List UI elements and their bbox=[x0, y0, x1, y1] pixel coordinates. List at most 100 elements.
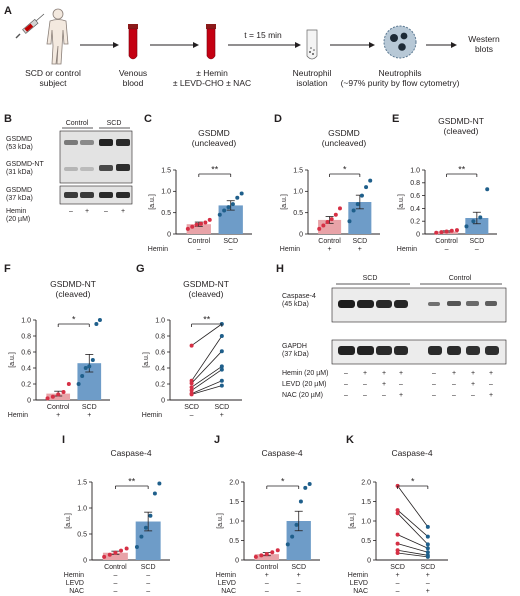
x-category-label: Control bbox=[47, 404, 70, 411]
y-tick-label: 1.0 bbox=[229, 518, 239, 525]
y-tick-label: 0.5 bbox=[77, 531, 87, 538]
significance-label: * bbox=[343, 165, 347, 175]
data-point bbox=[264, 552, 269, 557]
pair-line bbox=[397, 549, 428, 556]
data-point bbox=[219, 334, 224, 338]
data-point bbox=[270, 550, 275, 555]
blot-h-treatment-mark: – bbox=[344, 381, 348, 388]
treatment-mark: – bbox=[265, 580, 269, 587]
blot-h-treatment-mark: – bbox=[432, 381, 436, 388]
data-point bbox=[189, 381, 194, 386]
schematic-time-label: t = 15 min bbox=[244, 30, 282, 40]
data-point bbox=[471, 219, 476, 224]
data-point bbox=[189, 385, 194, 390]
x-category-label: SCD bbox=[82, 404, 97, 411]
data-point bbox=[219, 367, 224, 372]
data-point bbox=[235, 195, 240, 200]
treatment-row-label: NAC bbox=[221, 588, 236, 595]
pair-line bbox=[191, 366, 223, 388]
data-point bbox=[485, 187, 490, 192]
x-category-label: Control bbox=[256, 564, 279, 571]
data-point bbox=[425, 524, 430, 529]
blot-h-treatment-mark: – bbox=[432, 392, 436, 399]
data-point bbox=[219, 349, 224, 354]
neutrophil-tube-icon bbox=[306, 29, 318, 60]
data-point bbox=[198, 221, 203, 226]
panel-label-e: E bbox=[392, 113, 399, 125]
blot-b: Control SCD GSDMD (53 kDa) GSDMD-NT (31 kD… bbox=[6, 120, 133, 223]
blot-b-group-scd: SCD bbox=[107, 120, 122, 127]
treatment-mark: – bbox=[146, 572, 150, 579]
data-point bbox=[230, 202, 235, 207]
data-point bbox=[395, 508, 400, 513]
blot-b-hemin-4: + bbox=[121, 208, 125, 215]
panel-label-a: A bbox=[4, 5, 12, 17]
chart-j: Caspase-4 0 0.5 1.0 1.5 2.0 [a.u.] * Control SCD H… bbox=[216, 448, 320, 595]
pair-line bbox=[397, 552, 428, 558]
schematic-a: SCD or control subject Venous blood ± Hemi… bbox=[15, 8, 500, 88]
y-tick-label: 0 bbox=[299, 231, 303, 238]
blot-h-treatment-mark: + bbox=[382, 381, 386, 388]
data-point bbox=[157, 481, 162, 486]
blot-h-treatment-mark: + bbox=[471, 370, 475, 377]
treatment-mark: – bbox=[146, 588, 150, 595]
chart-i: Caspase-4 0 0.5 1.0 1.5 [a.u.] ** Control SCD Hem… bbox=[64, 448, 170, 595]
y-axis-label: [a.u.] bbox=[349, 513, 356, 529]
treatment-mark: + bbox=[87, 412, 91, 419]
treatment-mark: – bbox=[297, 588, 301, 595]
bar-control bbox=[102, 552, 128, 560]
y-tick-label: 0.2 bbox=[21, 381, 31, 388]
panel-label-h: H bbox=[276, 263, 284, 275]
bar-control bbox=[318, 219, 342, 234]
y-axis-label: [a.u.] bbox=[65, 513, 72, 529]
treatment-row-label: Hemin bbox=[64, 572, 84, 579]
pair-line bbox=[397, 509, 429, 537]
y-tick-label: 2.0 bbox=[229, 479, 239, 486]
data-point bbox=[329, 217, 334, 222]
data-point bbox=[143, 525, 148, 530]
panel-label-b: B bbox=[4, 113, 12, 125]
schematic-blood-label: Venous blood bbox=[119, 68, 147, 88]
blot-h-treatment-mark: – bbox=[489, 381, 493, 388]
x-category-label: SCD bbox=[223, 238, 238, 245]
data-point bbox=[134, 545, 139, 549]
blot-b-membrane-top bbox=[59, 130, 133, 184]
treatment-mark: – bbox=[113, 572, 117, 579]
data-point bbox=[325, 220, 330, 225]
blot-b-membrane-loading bbox=[59, 185, 133, 205]
blot-h-treatment-mark: + bbox=[399, 392, 403, 399]
significance-label: ** bbox=[203, 315, 211, 325]
blot-h-treatment-mark: – bbox=[382, 392, 386, 399]
data-point bbox=[61, 390, 66, 394]
schematic-subject-label: SCD or control subject bbox=[25, 68, 81, 88]
panel-label-i: I bbox=[62, 434, 65, 446]
y-tick-label: 0 bbox=[416, 231, 420, 238]
treatment-mark: – bbox=[297, 580, 301, 587]
treatment-mark: + bbox=[56, 412, 60, 419]
y-tick-label: 1.5 bbox=[293, 167, 303, 174]
data-point bbox=[321, 223, 326, 228]
data-point bbox=[217, 212, 222, 217]
treatment-row-label: Hemin bbox=[397, 246, 417, 253]
x-category-label: SCD bbox=[390, 564, 405, 571]
y-tick-label: 0.5 bbox=[361, 538, 371, 545]
blot-b-row-gsdmd-nt: GSDMD-NT (31 kDa) bbox=[6, 161, 44, 176]
y-tick-label: 0.5 bbox=[293, 210, 303, 217]
data-point bbox=[454, 228, 459, 233]
data-point bbox=[152, 491, 157, 496]
panel-label-k: K bbox=[346, 434, 354, 446]
treatment-mark: – bbox=[426, 580, 430, 587]
data-point bbox=[97, 318, 102, 322]
data-point bbox=[425, 534, 430, 539]
blot-h-treatment-mark: + bbox=[489, 392, 493, 399]
y-tick-label: 1.0 bbox=[21, 317, 31, 324]
data-point bbox=[113, 550, 118, 555]
treatment-mark: – bbox=[396, 580, 400, 587]
y-tick-label: 0.4 bbox=[410, 206, 420, 213]
pair-line bbox=[397, 534, 429, 549]
treatment-mark: – bbox=[113, 580, 117, 587]
y-tick-label: 0 bbox=[167, 231, 171, 238]
data-point bbox=[222, 208, 227, 213]
schematic-isolation-label: Neutrophil isolation bbox=[293, 68, 332, 88]
data-point bbox=[148, 513, 153, 518]
